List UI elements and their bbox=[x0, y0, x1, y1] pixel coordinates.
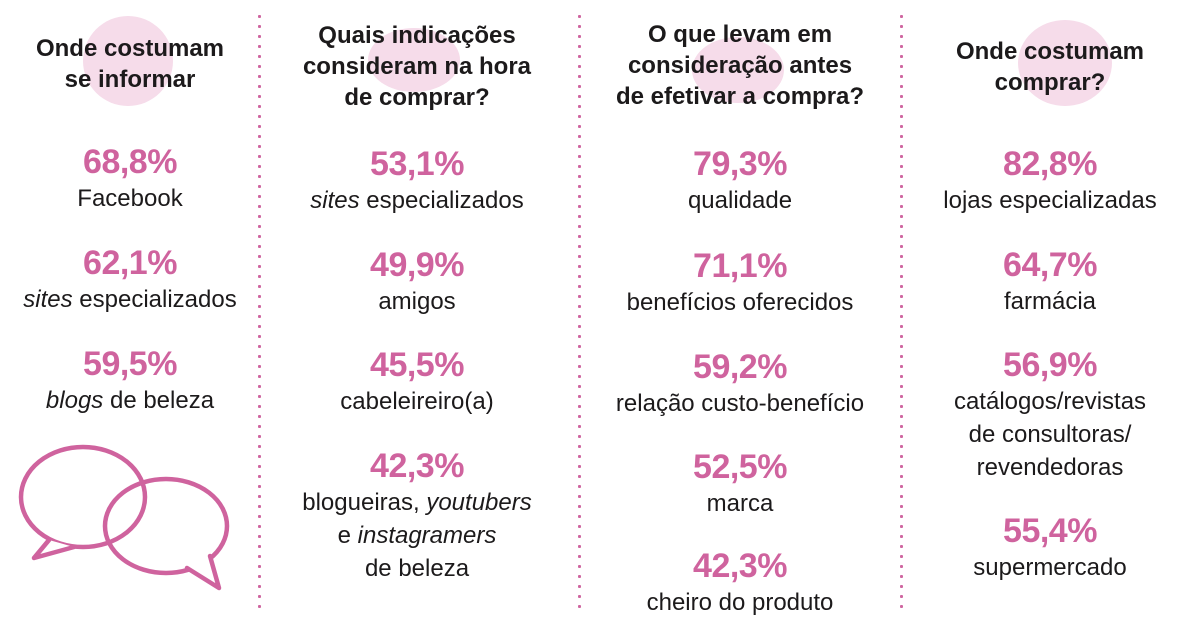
column-header: Quais indicações consideram na hora de c… bbox=[302, 22, 532, 111]
stat-item: 42,3% blogueiras, youtubers e instagrame… bbox=[292, 446, 542, 585]
stat-item: 68,8% Facebook bbox=[5, 142, 255, 215]
stat-value: 55,4% bbox=[1003, 512, 1097, 550]
stat-item: 64,7% farmácia bbox=[925, 245, 1175, 318]
stat-value: 42,3% bbox=[370, 447, 464, 485]
stat-label: qualidade bbox=[687, 187, 793, 214]
column-separator bbox=[899, 14, 904, 614]
stat-value: 71,1% bbox=[693, 247, 787, 285]
stat-label: sites especializados bbox=[23, 286, 237, 313]
stat-label: relação custo-benefício bbox=[615, 390, 865, 417]
stat-item: 49,9% amigos bbox=[292, 245, 542, 318]
stat-item: 52,5% marca bbox=[612, 447, 868, 520]
stat-item: 45,5% cabeleireiro(a) bbox=[292, 345, 542, 418]
stat-value: 45,5% bbox=[370, 346, 464, 384]
stat-value: 68,8% bbox=[83, 143, 177, 181]
column-header: Onde costumam comprar? bbox=[955, 38, 1145, 96]
stat-item: 71,1% benefícios oferecidos bbox=[612, 246, 868, 319]
stat-value: 59,5% bbox=[83, 345, 177, 383]
stat-value: 79,3% bbox=[693, 145, 787, 183]
speech-bubbles-icon bbox=[18, 444, 230, 591]
stat-value: 49,9% bbox=[370, 246, 464, 284]
column-header: O que levam em consideração antes de efe… bbox=[615, 21, 865, 110]
stat-label: marca bbox=[706, 490, 774, 517]
stat-value: 62,1% bbox=[83, 244, 177, 282]
stat-value: 52,5% bbox=[693, 448, 787, 486]
stat-label: catálogos/revistas de consultoras/ reven… bbox=[953, 388, 1147, 481]
stat-item: 55,4% supermercado bbox=[925, 511, 1175, 584]
stat-item: 82,8% lojas especializadas bbox=[925, 144, 1175, 217]
stat-value: 53,1% bbox=[370, 145, 464, 183]
stat-label: sites especializados bbox=[310, 187, 524, 214]
stat-value: 42,3% bbox=[693, 547, 787, 585]
stat-value: 64,7% bbox=[1003, 246, 1097, 284]
stat-label: supermercado bbox=[973, 554, 1127, 581]
stat-label: farmácia bbox=[1003, 288, 1097, 315]
stat-item: 53,1% sites especializados bbox=[292, 144, 542, 217]
column-onde-comprar: Onde costumam comprar? 82,8% lojas espec… bbox=[925, 0, 1175, 620]
stat-label: cabeleireiro(a) bbox=[340, 388, 494, 415]
stat-label: cheiro do produto bbox=[646, 589, 834, 616]
stat-value: 82,8% bbox=[1003, 145, 1097, 183]
stat-label: lojas especializadas bbox=[943, 187, 1157, 214]
column-separator bbox=[257, 14, 262, 614]
stat-value: 56,9% bbox=[1003, 346, 1097, 384]
column-consideracao-compra: O que levam em consideração antes de efe… bbox=[612, 0, 868, 620]
header-accent-circle bbox=[368, 28, 460, 92]
column-separator bbox=[577, 14, 582, 614]
stat-label: amigos bbox=[378, 288, 456, 315]
stat-item: 62,1% sites especializados bbox=[5, 243, 255, 316]
column-onde-se-informar: Onde costumam se informar 68,8% Facebook… bbox=[5, 0, 255, 620]
stat-item: 56,9% catálogos/revistas de consultoras/… bbox=[925, 345, 1175, 484]
stat-label: Facebook bbox=[77, 185, 183, 212]
stat-label: blogueiras, youtubers e instagramers de … bbox=[302, 489, 532, 582]
stat-item: 79,3% qualidade bbox=[612, 144, 868, 217]
header-accent-circle bbox=[1018, 20, 1112, 106]
column-indicacoes-compra: Quais indicações consideram na hora de c… bbox=[292, 0, 542, 620]
stat-item: 59,2% relação custo-benefício bbox=[612, 347, 868, 420]
stat-value: 59,2% bbox=[693, 348, 787, 386]
stat-item: 59,5% blogs de beleza bbox=[5, 344, 255, 417]
stat-label: blogs de beleza bbox=[45, 387, 215, 414]
header-accent-circle bbox=[83, 16, 173, 106]
stat-item: 42,3% cheiro do produto bbox=[612, 546, 868, 619]
column-header: Onde costumam se informar bbox=[35, 35, 225, 93]
header-accent-circle bbox=[692, 37, 784, 103]
stat-label: benefícios oferecidos bbox=[626, 289, 854, 316]
